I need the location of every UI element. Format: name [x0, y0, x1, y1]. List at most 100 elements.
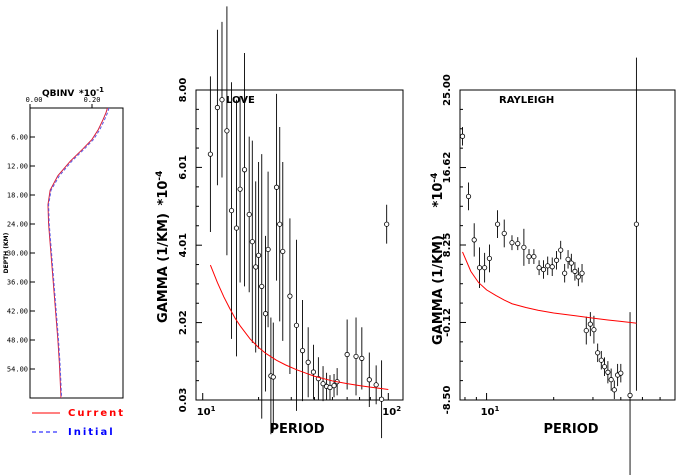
- rayleigh-panel: RAYLEIGH PERIOD GAMMA (1/KM) *10-4 -8.50…: [430, 57, 676, 475]
- rayleigh-data-point: [501, 230, 507, 237]
- love-data-point: [280, 248, 286, 255]
- rayleigh-data-point: [553, 257, 560, 263]
- love-data-point: [287, 293, 293, 299]
- legend-current-label: Current: [68, 408, 125, 419]
- rayleigh-ylabel-multiplier: *10-4: [430, 173, 446, 208]
- qbinv-legend: Current Initial: [32, 408, 125, 438]
- love-y-tick-label: 8.00: [178, 78, 189, 103]
- rayleigh-data-point: [459, 133, 466, 139]
- love-data-point: [353, 353, 359, 360]
- love-data-point: [219, 97, 225, 103]
- love-data-point: [327, 384, 333, 391]
- rayleigh-data-point: [579, 270, 585, 276]
- rayleigh-data-point: [540, 266, 547, 273]
- love-data-point: [273, 184, 280, 190]
- rayleigh-data-point: [618, 370, 624, 376]
- rayleigh-data-point: [591, 327, 597, 333]
- love-data-point: [259, 283, 265, 290]
- love-data-point: [241, 167, 248, 173]
- rayleigh-data-point: [565, 256, 571, 262]
- love-data-point: [237, 186, 243, 192]
- qbinv-y-tick-label: 36.00: [7, 279, 28, 287]
- rayleigh-data-point: [526, 253, 532, 260]
- love-data-point: [366, 377, 372, 383]
- love-y-tick-label: 6.01: [178, 155, 189, 180]
- love-x-tick-label: 102: [382, 405, 401, 418]
- love-data-point: [344, 351, 350, 358]
- love-x-tick-label: 101: [197, 405, 216, 418]
- love-data-point: [293, 322, 300, 328]
- qbinv-ylabel: DEPTH (KM): [3, 232, 10, 273]
- love-model-curve: [209, 264, 389, 390]
- qbinv-multiplier: *10-1: [79, 86, 104, 99]
- love-data-point: [277, 221, 283, 227]
- rayleigh-data-point: [515, 241, 521, 247]
- rayleigh-data-point: [494, 221, 501, 227]
- love-xlabel: PERIOD: [269, 422, 324, 437]
- love-y-tick-label: 2.02: [178, 310, 189, 335]
- rayleigh-data-point: [531, 253, 537, 260]
- rayleigh-data-point: [568, 260, 574, 266]
- qbinv-x-tick-label: 0.00: [26, 96, 43, 104]
- rayleigh-y-tick-label: 8.25: [442, 233, 453, 258]
- qbinv-y-tick-label: 54.00: [7, 366, 28, 374]
- love-data-point: [305, 359, 311, 365]
- rayleigh-y-tick-label: -8.50: [442, 386, 453, 415]
- rayleigh-data-point: [611, 387, 617, 393]
- rayleigh-data-point: [549, 264, 555, 270]
- qbinv-y-tick-label: 48.00: [7, 337, 28, 345]
- rayleigh-data-point: [595, 350, 601, 356]
- love-data-point: [373, 382, 379, 388]
- rayleigh-data-point: [583, 327, 589, 334]
- rayleigh-data-point: [558, 247, 564, 253]
- love-data-point: [310, 369, 317, 375]
- love-data-point: [253, 264, 259, 270]
- love-ylabel: GAMMA (1/KM): [156, 213, 171, 323]
- qbinv-title: QBINV: [42, 89, 74, 99]
- rayleigh-data-point: [476, 265, 483, 271]
- love-data-point: [228, 207, 235, 214]
- rayleigh-model-curve: [462, 251, 637, 324]
- legend-initial-label: Initial: [68, 427, 115, 438]
- love-data-point: [214, 104, 221, 111]
- rayleigh-data-point: [482, 265, 488, 271]
- rayleigh-xlabel: PERIOD: [543, 422, 598, 437]
- love-data-point: [265, 246, 271, 253]
- qbinv-x-tick-label: 0.20: [84, 96, 101, 104]
- qbinv-y-tick-label: 6.00: [11, 134, 28, 142]
- rayleigh-data-point: [562, 270, 568, 276]
- rayleigh-data-point: [575, 274, 581, 280]
- rayleigh-data-point: [608, 377, 614, 383]
- qbinv-line-current: [47, 107, 108, 399]
- rayleigh-data-point: [509, 240, 515, 246]
- love-data-point: [262, 311, 269, 317]
- qbinv-line-initial: [48, 107, 110, 399]
- love-ylabel-multiplier: *10-4: [155, 171, 171, 206]
- love-y-tick-label: 0.03: [178, 388, 189, 413]
- rayleigh-data-point: [521, 244, 527, 250]
- love-data-point: [255, 252, 262, 258]
- rayleigh-y-tick-label: 25.00: [442, 74, 453, 106]
- love-data-point: [359, 355, 365, 361]
- rayleigh-y-tick-label: 16.62: [442, 152, 453, 184]
- rayleigh-ylabel: GAMMA (1/KM): [431, 235, 446, 345]
- love-data-point: [384, 221, 390, 227]
- qbinv-frame: [29, 107, 124, 399]
- rayleigh-data-point: [471, 237, 477, 243]
- qbinv-y-tick-label: 12.00: [7, 163, 28, 171]
- love-data-point: [270, 374, 276, 380]
- qbinv-y-tick-label: 42.00: [7, 308, 28, 316]
- love-data-point: [331, 383, 337, 389]
- rayleigh-data-point: [633, 221, 640, 227]
- rayleigh-data-point: [601, 364, 608, 370]
- rayleigh-data-point: [486, 255, 493, 262]
- rayleigh-data-point: [627, 392, 633, 398]
- qbinv-panel: QBINV *10-1 DEPTH (KM) 0.00 0.20 6.00 12.0…: [3, 86, 125, 438]
- love-panel: LOVE PERIOD GAMMA (1/KM) *10-4 0.032.024…: [155, 6, 404, 439]
- qbinv-y-tick-label: 30.00: [7, 250, 28, 258]
- love-data-point: [320, 381, 326, 387]
- rayleigh-y-tick-label: -0.12: [442, 308, 453, 337]
- rayleigh-data-point: [572, 268, 578, 274]
- love-data-point: [249, 239, 255, 245]
- qbinv-y-tick-label: 18.00: [7, 192, 28, 200]
